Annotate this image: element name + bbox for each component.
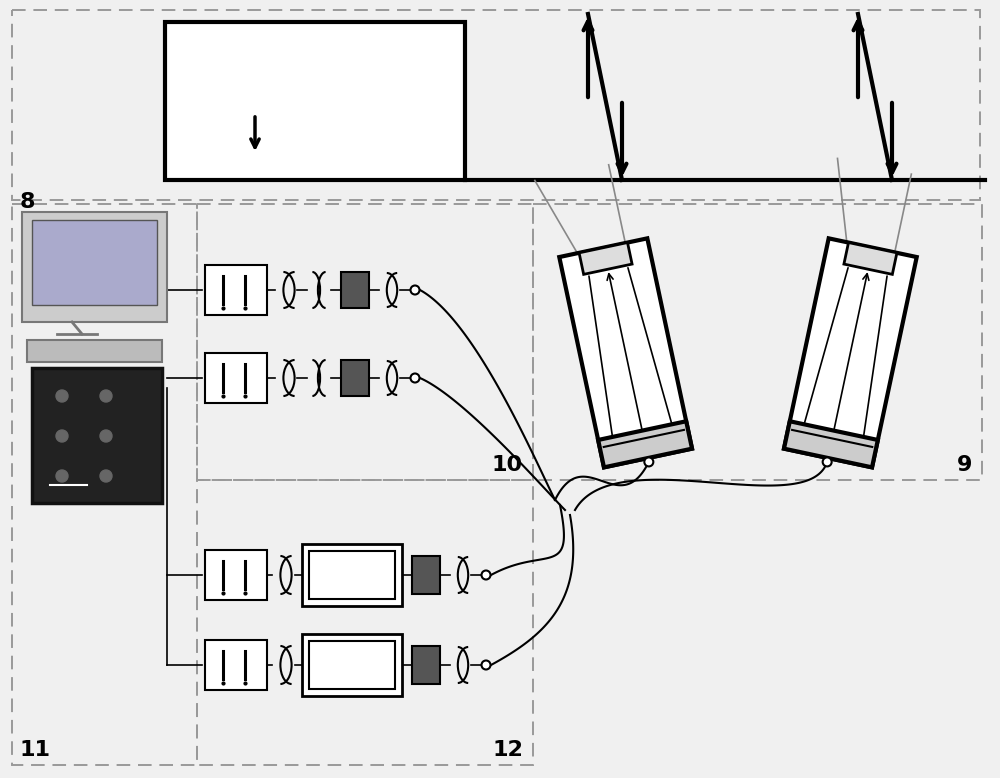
Bar — [533, 204, 982, 480]
Bar — [27, 340, 162, 362]
Bar — [205, 353, 267, 403]
Circle shape — [823, 457, 832, 467]
Text: 11: 11 — [20, 740, 51, 760]
Bar — [412, 556, 440, 594]
Bar — [341, 272, 369, 308]
Polygon shape — [579, 243, 632, 275]
Circle shape — [100, 430, 112, 442]
Bar — [32, 220, 157, 305]
Circle shape — [56, 470, 68, 482]
Bar — [412, 646, 440, 684]
Bar — [302, 634, 402, 696]
Polygon shape — [784, 238, 917, 468]
Polygon shape — [844, 243, 897, 275]
Text: 10: 10 — [492, 455, 523, 475]
Polygon shape — [784, 421, 878, 468]
Bar — [341, 360, 369, 396]
Bar — [309, 641, 395, 689]
Bar — [32, 368, 162, 503]
Bar — [197, 480, 533, 765]
Polygon shape — [559, 238, 692, 468]
Circle shape — [56, 430, 68, 442]
Circle shape — [482, 570, 490, 580]
Bar — [309, 551, 395, 599]
Circle shape — [411, 286, 420, 295]
Circle shape — [482, 661, 490, 670]
Bar — [197, 204, 533, 480]
Bar — [205, 265, 267, 315]
Bar — [205, 640, 267, 690]
Bar — [302, 544, 402, 606]
Bar — [205, 550, 267, 600]
Bar — [12, 10, 980, 200]
Circle shape — [100, 390, 112, 402]
Bar — [22, 212, 167, 322]
Text: 12: 12 — [492, 740, 523, 760]
Circle shape — [56, 390, 68, 402]
Text: 8: 8 — [20, 192, 36, 212]
Bar — [12, 204, 197, 765]
Polygon shape — [598, 421, 692, 468]
Circle shape — [411, 373, 420, 383]
Text: 9: 9 — [957, 455, 972, 475]
Circle shape — [644, 457, 653, 467]
Bar — [165, 22, 465, 180]
Circle shape — [100, 470, 112, 482]
